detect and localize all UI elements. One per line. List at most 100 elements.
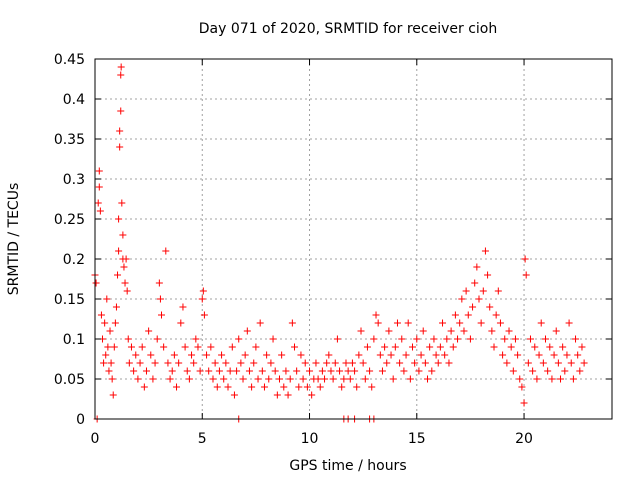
data-point — [114, 271, 122, 279]
data-point — [95, 167, 103, 175]
data-point — [492, 311, 500, 319]
data-point — [363, 343, 371, 351]
data-point — [250, 359, 258, 367]
x-tick-label: 0 — [91, 431, 100, 447]
data-point — [494, 287, 502, 295]
data-point — [464, 311, 472, 319]
data-point — [366, 367, 374, 375]
data-point — [263, 351, 271, 359]
data-point — [97, 311, 105, 319]
data-point — [578, 343, 586, 351]
data-point — [245, 367, 253, 375]
data-point — [258, 367, 266, 375]
data-point — [108, 375, 116, 383]
data-point — [569, 375, 577, 383]
data-point — [291, 343, 299, 351]
data-point — [340, 375, 348, 383]
data-point — [544, 367, 552, 375]
data-point — [136, 359, 144, 367]
data-point — [348, 359, 356, 367]
data-point — [486, 303, 494, 311]
data-point — [462, 287, 470, 295]
data-point — [269, 335, 277, 343]
data-point — [436, 343, 444, 351]
x-tick-label: 10 — [301, 431, 319, 447]
data-point — [357, 327, 365, 335]
data-point — [518, 383, 526, 391]
data-point — [211, 359, 219, 367]
data-point — [338, 383, 346, 391]
data-point — [199, 287, 207, 295]
data-point — [293, 367, 301, 375]
data-point — [265, 375, 273, 383]
data-point — [321, 375, 329, 383]
data-point — [120, 263, 128, 271]
data-point — [95, 183, 103, 191]
data-point — [314, 375, 322, 383]
data-point — [109, 391, 117, 399]
y-tick-label: 0.05 — [54, 372, 85, 388]
data-point — [426, 343, 434, 351]
data-point — [572, 335, 580, 343]
data-point — [428, 367, 436, 375]
data-point — [477, 319, 485, 327]
data-point — [460, 327, 468, 335]
data-point — [434, 359, 442, 367]
data-point — [222, 359, 230, 367]
data-point — [550, 351, 558, 359]
data-point — [501, 335, 509, 343]
data-point — [198, 295, 206, 303]
data-point — [122, 255, 130, 263]
data-point — [376, 351, 384, 359]
data-point — [325, 351, 333, 359]
data-point — [155, 279, 163, 287]
data-point — [166, 375, 174, 383]
y-tick-label: 0.15 — [54, 292, 85, 308]
data-point — [439, 319, 447, 327]
data-point — [233, 367, 241, 375]
data-point — [389, 375, 397, 383]
data-point — [170, 351, 178, 359]
data-point — [254, 375, 262, 383]
data-point — [92, 279, 100, 287]
data-point — [156, 295, 164, 303]
data-point — [454, 335, 462, 343]
data-point — [278, 351, 286, 359]
data-point — [117, 71, 125, 79]
data-point — [563, 351, 571, 359]
data-point — [526, 335, 534, 343]
data-point — [111, 319, 119, 327]
data-point — [127, 343, 135, 351]
data-point — [507, 343, 515, 351]
data-point — [361, 375, 369, 383]
y-tick-label: 0.4 — [63, 92, 85, 108]
data-point — [381, 343, 389, 351]
data-point — [333, 335, 341, 343]
data-point — [188, 351, 196, 359]
data-point — [327, 367, 335, 375]
data-point — [535, 351, 543, 359]
data-point — [286, 375, 294, 383]
data-point — [346, 375, 354, 383]
data-point — [441, 351, 449, 359]
data-point — [451, 311, 459, 319]
data-point — [372, 311, 380, 319]
data-point — [406, 375, 414, 383]
data-point — [112, 303, 120, 311]
data-point — [443, 335, 451, 343]
data-point — [181, 343, 189, 351]
y-tick-label: 0.45 — [54, 52, 85, 68]
data-point — [220, 375, 228, 383]
data-point — [185, 375, 193, 383]
data-point — [119, 231, 127, 239]
data-point — [209, 375, 217, 383]
data-point — [479, 287, 487, 295]
data-point — [177, 319, 185, 327]
plot-frame — [94, 58, 613, 420]
data-point — [142, 367, 150, 375]
data-point — [323, 359, 331, 367]
data-point — [559, 343, 567, 351]
data-point — [295, 383, 303, 391]
data-point — [408, 343, 416, 351]
data-point — [115, 247, 123, 255]
